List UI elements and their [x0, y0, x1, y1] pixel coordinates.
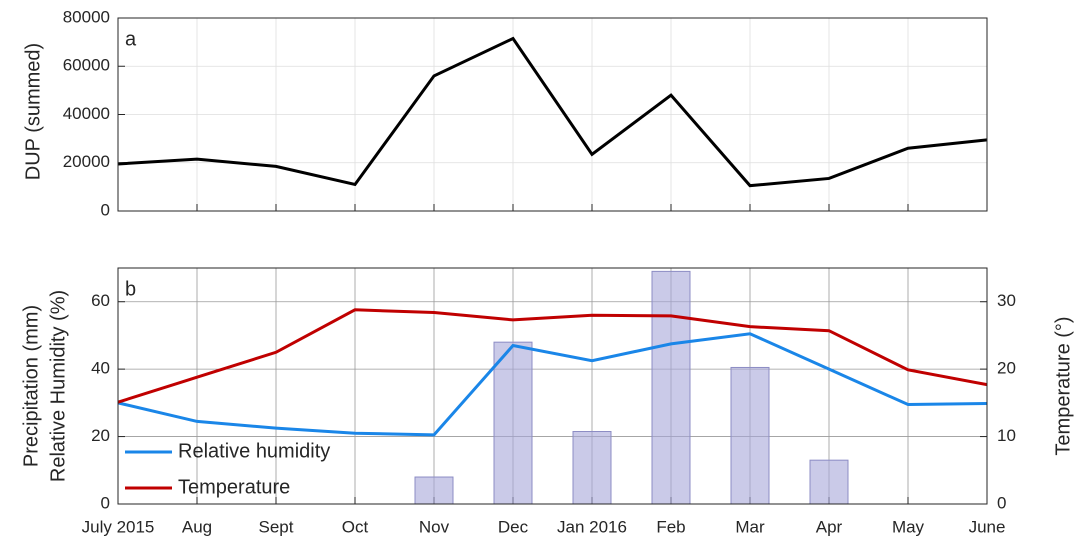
bar	[809, 459, 849, 505]
y-tick-label: 40000	[63, 104, 110, 123]
y-axis-label: Precipitation (mm)	[20, 305, 42, 467]
data-line	[117, 308, 988, 404]
y2-tick-label: 20	[997, 359, 1016, 378]
x-tick-label: July 2015	[82, 517, 155, 536]
x-tick-label: Aug	[182, 517, 212, 536]
x-tick-label: Mar	[735, 517, 765, 536]
bar	[414, 476, 454, 505]
bar	[493, 341, 533, 505]
y-tick-label: 0	[101, 493, 110, 512]
bar	[651, 270, 691, 505]
legend-label: Temperature	[178, 476, 290, 498]
plot-frame	[117, 267, 988, 505]
x-tick-label: Oct	[342, 517, 369, 536]
y2-axis-label: Temperature (°)	[1052, 316, 1074, 455]
y-tick-label: 20000	[63, 152, 110, 171]
y-axis-label: DUP (summed)	[22, 43, 44, 180]
y-tick-label: 0	[101, 200, 110, 219]
x-tick-label: Jan 2016	[557, 517, 627, 536]
legend-label: Relative humidity	[178, 440, 330, 462]
bar	[572, 431, 612, 505]
y2-tick-label: 0	[997, 493, 1006, 512]
y-tick-label: 60000	[63, 56, 110, 75]
x-tick-label: May	[892, 517, 925, 536]
y-tick-label: 80000	[63, 7, 110, 26]
panel-label: b	[125, 278, 136, 300]
plot-frame	[117, 17, 988, 212]
panel-label: a	[125, 28, 137, 50]
y2-tick-label: 10	[997, 426, 1016, 445]
x-tick-label: Apr	[816, 517, 843, 536]
x-tick-label: Sept	[259, 517, 294, 536]
y2-tick-label: 30	[997, 291, 1016, 310]
bar	[730, 366, 770, 505]
y-tick-label: 20	[91, 426, 110, 445]
x-tick-label: June	[969, 517, 1006, 536]
x-tick-label: Dec	[498, 517, 529, 536]
x-tick-label: Feb	[656, 517, 685, 536]
y-tick-label: 40	[91, 359, 110, 378]
data-line	[117, 36, 988, 188]
x-tick-label: Nov	[419, 517, 450, 536]
data-line	[117, 332, 988, 437]
y-tick-label: 60	[91, 291, 110, 310]
y-axis-label: Relative Humidity (%)	[47, 290, 69, 482]
